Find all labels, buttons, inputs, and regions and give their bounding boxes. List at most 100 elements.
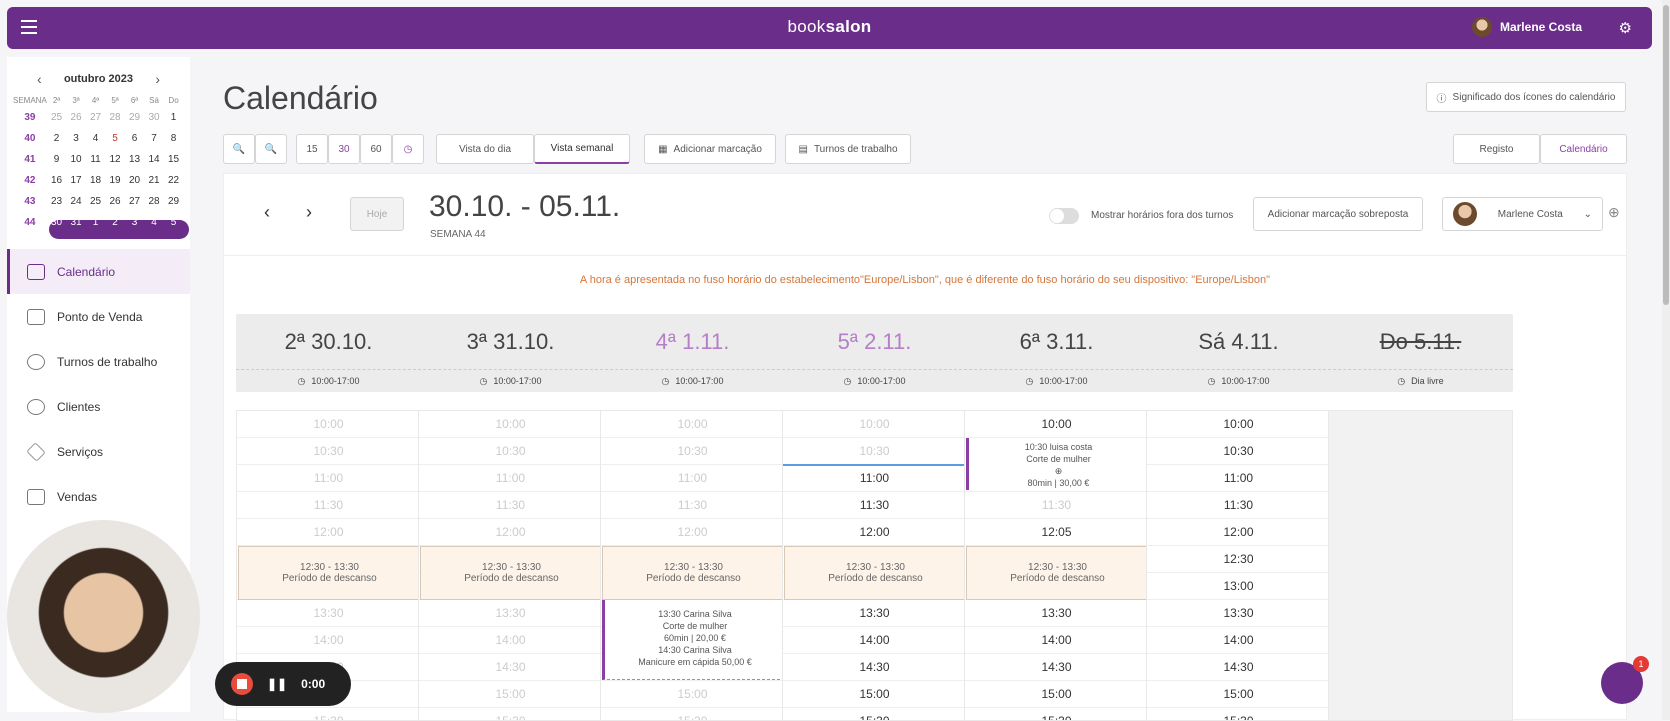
appointment[interactable]: 13:30 Carina Silva Corte de mulher 60min |… xyxy=(602,600,784,680)
staff-select[interactable]: Marlene Costa ⌄ xyxy=(1442,197,1603,231)
time-slot[interactable]: 15:00 xyxy=(783,681,966,708)
time-slot[interactable]: 14:30 xyxy=(1147,654,1330,681)
time-slot[interactable] xyxy=(965,465,1148,492)
day-cell[interactable]: 27 xyxy=(128,196,141,207)
time-slot[interactable]: 10:30 xyxy=(601,438,784,465)
time-slot[interactable]: 13:30 xyxy=(965,600,1148,627)
nav-vendas[interactable]: Vendas xyxy=(7,474,190,519)
interval-60[interactable]: 60 xyxy=(360,134,392,164)
time-slot[interactable]: 15:30 xyxy=(1147,708,1330,720)
week-number[interactable]: 39 xyxy=(24,112,36,123)
day-cell[interactable]: 1 xyxy=(170,112,177,123)
day-cell[interactable]: 4 xyxy=(92,133,99,144)
stop-recording-icon[interactable] xyxy=(231,673,253,695)
day-cell[interactable]: 5 xyxy=(170,217,177,228)
time-slot[interactable]: 10:00 xyxy=(783,411,966,438)
time-slot[interactable]: 15:00 xyxy=(419,681,602,708)
day-cell[interactable]: 5 xyxy=(112,133,118,144)
day-cell[interactable]: 23 xyxy=(50,196,63,207)
day-cell[interactable]: 10 xyxy=(70,154,82,165)
week-number[interactable]: 42 xyxy=(24,175,36,186)
time-slot[interactable]: 15:30 xyxy=(783,708,966,720)
day-cell[interactable]: 6 xyxy=(131,133,138,144)
nav-turnos[interactable]: Turnos de trabalho xyxy=(7,339,190,384)
day-cell[interactable]: 4 xyxy=(151,217,157,228)
next-month-icon[interactable]: › xyxy=(155,71,160,87)
time-slot[interactable]: 10:00 xyxy=(1147,411,1330,438)
add-booking-button[interactable]: ▦ Adicionar marcação xyxy=(644,134,776,164)
time-slot[interactable]: 15:00 xyxy=(965,681,1148,708)
break-block[interactable]: 12:30 - 13:30 Período de descanso xyxy=(602,546,784,600)
week-number[interactable]: 43 xyxy=(24,196,36,207)
time-slot[interactable]: 10:30 xyxy=(419,438,602,465)
zoom-out-icon[interactable]: 🔍 xyxy=(223,134,255,164)
day-cell[interactable]: 8 xyxy=(170,133,177,144)
break-block[interactable]: 12:30 - 13:30 Período de descanso xyxy=(966,546,1148,600)
time-slot[interactable]: 11:30 xyxy=(601,492,784,519)
add-circle-icon[interactable]: ⊕ xyxy=(1608,204,1620,220)
time-slot[interactable]: 14:00 xyxy=(783,627,966,654)
day-cell[interactable]: 15 xyxy=(167,154,180,165)
time-slot[interactable]: 13:30 xyxy=(419,600,602,627)
day-cell[interactable]: 30 xyxy=(50,217,63,228)
day-cell[interactable]: 1 xyxy=(92,217,99,228)
day-cell[interactable]: 31 xyxy=(70,217,82,228)
time-slot[interactable]: 11:00 xyxy=(419,465,602,492)
time-slot[interactable]: 14:00 xyxy=(965,627,1148,654)
time-slot[interactable]: 13:30 xyxy=(783,600,966,627)
nav-clientes[interactable]: Clientes xyxy=(7,384,190,429)
time-slot[interactable]: 15:30 xyxy=(419,708,602,720)
hamburger-menu-icon[interactable] xyxy=(21,20,37,34)
time-slot[interactable]: 11:00 xyxy=(1147,465,1330,492)
time-slot[interactable]: 14:30 xyxy=(783,654,966,681)
day-header[interactable]: 4ª 1.11. ◷ 10:00-17:00 xyxy=(600,314,785,392)
time-slot[interactable]: 14:30 xyxy=(965,654,1148,681)
break-block[interactable]: 12:30 - 13:30 Período de descanso xyxy=(420,546,602,600)
break-block[interactable]: 12:30 - 13:30 Período de descanso xyxy=(784,546,966,600)
time-slot[interactable]: 13:00 xyxy=(1147,573,1330,600)
shifts-button[interactable]: ▤ Turnos de trabalho xyxy=(785,134,911,164)
day-header[interactable]: 3ª 31.10. ◷ 10:00-17:00 xyxy=(418,314,603,392)
day-cell[interactable]: 24 xyxy=(70,196,82,207)
time-slot[interactable]: 12:30 xyxy=(1147,546,1330,573)
time-slot[interactable]: 10:00 xyxy=(601,411,784,438)
day-cell[interactable]: 2 xyxy=(112,217,118,228)
day-cell[interactable]: 2 xyxy=(53,133,60,144)
time-slot[interactable]: 10:30 xyxy=(783,438,966,465)
day-cell[interactable]: 26 xyxy=(70,112,82,123)
today-button[interactable]: Hoje xyxy=(350,197,404,231)
day-cell[interactable]: 14 xyxy=(148,154,160,165)
day-cell[interactable]: 27 xyxy=(89,112,102,123)
day-cell[interactable]: 12 xyxy=(109,154,121,165)
pause-icon[interactable]: ❚❚ xyxy=(267,677,288,691)
tab-registo[interactable]: Registo xyxy=(1453,134,1540,164)
day-header[interactable]: 2ª 30.10. ◷ 10:00-17:00 xyxy=(236,314,421,392)
time-slot[interactable]: 15:30 xyxy=(601,708,784,720)
time-slot[interactable]: 11:30 xyxy=(783,492,966,519)
toggle-outside-hours[interactable] xyxy=(1049,208,1079,224)
week-number[interactable]: 40 xyxy=(24,133,36,144)
user-menu[interactable]: Marlene Costa xyxy=(1471,17,1582,37)
week-number[interactable]: 41 xyxy=(24,154,36,165)
day-cell[interactable]: 18 xyxy=(89,175,102,186)
day-cell[interactable]: 21 xyxy=(148,175,160,186)
time-slot[interactable]: 12:00 xyxy=(237,519,420,546)
time-slot[interactable]: 11:30 xyxy=(965,492,1148,519)
break-block[interactable]: 12:30 - 13:30 Período de descanso xyxy=(238,546,420,600)
time-slot[interactable]: 12:00 xyxy=(1147,519,1330,546)
tab-vista-semanal[interactable]: Vista semanal xyxy=(534,134,630,164)
day-cell[interactable]: 3 xyxy=(73,133,79,144)
appointment[interactable]: 10:30 luisa costa Corte de mulher ⊕ 80min |… xyxy=(966,438,1148,490)
time-slot[interactable]: 11:00 xyxy=(237,465,420,492)
time-slot[interactable]: 10:30 xyxy=(237,438,420,465)
time-slot[interactable]: 11:30 xyxy=(1147,492,1330,519)
week-number[interactable]: 44 xyxy=(24,217,36,228)
day-cell[interactable]: 11 xyxy=(90,154,101,165)
time-slot[interactable]: 10:00 xyxy=(965,411,1148,438)
day-cell[interactable]: 25 xyxy=(89,196,102,207)
time-slot[interactable]: 12:00 xyxy=(419,519,602,546)
time-slot[interactable]: 13:30 xyxy=(1147,600,1330,627)
interval-15[interactable]: 15 xyxy=(296,134,328,164)
gear-icon[interactable]: ⚙ xyxy=(1618,20,1632,37)
day-cell[interactable]: 20 xyxy=(128,175,141,186)
